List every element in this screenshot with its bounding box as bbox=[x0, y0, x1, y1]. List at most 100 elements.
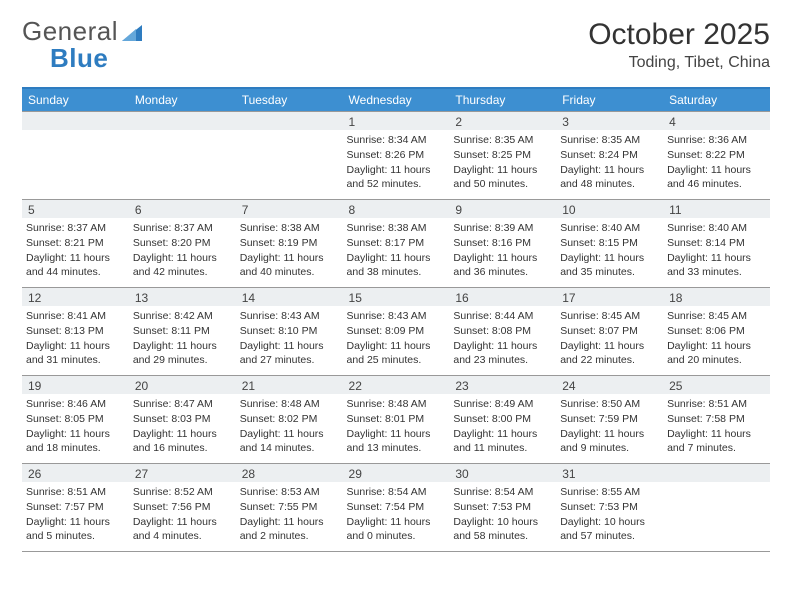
sunrise-line: Sunrise: 8:38 AM bbox=[240, 221, 339, 235]
daylight-line: Daylight: 11 hours and 48 minutes. bbox=[560, 163, 659, 191]
daylight-line: Daylight: 11 hours and 16 minutes. bbox=[133, 427, 232, 455]
sunrise-line: Sunrise: 8:40 AM bbox=[667, 221, 766, 235]
calendar-cell: 15Sunrise: 8:43 AMSunset: 8:09 PMDayligh… bbox=[343, 287, 450, 375]
sunrise-line: Sunrise: 8:36 AM bbox=[667, 133, 766, 147]
calendar-cell: 4Sunrise: 8:36 AMSunset: 8:22 PMDaylight… bbox=[663, 111, 770, 199]
sunset-line: Sunset: 8:08 PM bbox=[453, 324, 552, 338]
calendar-cell: 18Sunrise: 8:45 AMSunset: 8:06 PMDayligh… bbox=[663, 287, 770, 375]
day-number: 28 bbox=[236, 464, 343, 482]
calendar-cell: 7 Sunrise: 8:38 AMSunset: 8:19 PMDaylight… bbox=[236, 199, 343, 287]
day-number: 22 bbox=[343, 376, 450, 394]
daylight-line: Daylight: 11 hours and 52 minutes. bbox=[347, 163, 446, 191]
calendar-cell: 3 Sunrise: 8:35 AMSunset: 8:24 PMDaylight… bbox=[556, 111, 663, 199]
calendar-cell: 24Sunrise: 8:50 AMSunset: 7:59 PMDayligh… bbox=[556, 375, 663, 463]
calendar-cell: 19Sunrise: 8:46 AMSunset: 8:05 PMDayligh… bbox=[22, 375, 129, 463]
sunset-line: Sunset: 8:21 PM bbox=[26, 236, 125, 250]
sunrise-line: Sunrise: 8:48 AM bbox=[240, 397, 339, 411]
sunrise-line: Sunrise: 8:55 AM bbox=[560, 485, 659, 499]
day-number: 1 bbox=[343, 112, 450, 130]
calendar-cell: 21Sunrise: 8:48 AMSunset: 8:02 PMDayligh… bbox=[236, 375, 343, 463]
day-number: 21 bbox=[236, 376, 343, 394]
sunset-line: Sunset: 7:55 PM bbox=[240, 500, 339, 514]
calendar-cell: 17Sunrise: 8:45 AMSunset: 8:07 PMDayligh… bbox=[556, 287, 663, 375]
header: GeneralBlue October 2025 Toding, Tibet, … bbox=[22, 18, 770, 73]
day-details: Sunrise: 8:51 AMSunset: 7:58 PMDaylight:… bbox=[663, 394, 770, 461]
sunset-line: Sunset: 8:22 PM bbox=[667, 148, 766, 162]
sunset-line: Sunset: 8:19 PM bbox=[240, 236, 339, 250]
calendar-cell bbox=[22, 111, 129, 199]
sunset-line: Sunset: 8:24 PM bbox=[560, 148, 659, 162]
day-number: 2 bbox=[449, 112, 556, 130]
sunset-line: Sunset: 8:05 PM bbox=[26, 412, 125, 426]
daylight-line: Daylight: 10 hours and 57 minutes. bbox=[560, 515, 659, 543]
sunrise-line: Sunrise: 8:48 AM bbox=[347, 397, 446, 411]
sunrise-line: Sunrise: 8:52 AM bbox=[133, 485, 232, 499]
day-number: 13 bbox=[129, 288, 236, 306]
day-details: Sunrise: 8:40 AMSunset: 8:15 PMDaylight:… bbox=[556, 218, 663, 285]
sunset-line: Sunset: 8:02 PM bbox=[240, 412, 339, 426]
calendar-cell: 16Sunrise: 8:44 AMSunset: 8:08 PMDayligh… bbox=[449, 287, 556, 375]
calendar-cell: 28Sunrise: 8:53 AMSunset: 7:55 PMDayligh… bbox=[236, 463, 343, 551]
calendar-cell: 9Sunrise: 8:39 AMSunset: 8:16 PMDaylight… bbox=[449, 199, 556, 287]
day-number: 27 bbox=[129, 464, 236, 482]
day-details: Sunrise: 8:36 AMSunset: 8:22 PMDaylight:… bbox=[663, 130, 770, 197]
calendar-week-row: 5Sunrise: 8:37 AMSunset: 8:21 PMDaylight… bbox=[22, 199, 770, 287]
daylight-line: Daylight: 11 hours and 20 minutes. bbox=[667, 339, 766, 367]
day-number: 25 bbox=[663, 376, 770, 394]
sunrise-line: Sunrise: 8:37 AM bbox=[26, 221, 125, 235]
daylight-line: Daylight: 11 hours and 50 minutes. bbox=[453, 163, 552, 191]
day-details: Sunrise: 8:55 AMSunset: 7:53 PMDaylight:… bbox=[556, 482, 663, 549]
weekday-header: Saturday bbox=[663, 88, 770, 112]
daylight-line: Daylight: 11 hours and 25 minutes. bbox=[347, 339, 446, 367]
daylight-line: Daylight: 11 hours and 11 minutes. bbox=[453, 427, 552, 455]
calendar-cell: 31Sunrise: 8:55 AMSunset: 7:53 PMDayligh… bbox=[556, 463, 663, 551]
sunrise-line: Sunrise: 8:45 AM bbox=[560, 309, 659, 323]
day-details: Sunrise: 8:54 AMSunset: 7:54 PMDaylight:… bbox=[343, 482, 450, 549]
day-number: 6 bbox=[129, 200, 236, 218]
daylight-line: Daylight: 11 hours and 27 minutes. bbox=[240, 339, 339, 367]
day-number: 16 bbox=[449, 288, 556, 306]
title-block: October 2025 Toding, Tibet, China bbox=[588, 18, 770, 72]
day-details: Sunrise: 8:41 AMSunset: 8:13 PMDaylight:… bbox=[22, 306, 129, 373]
day-details: Sunrise: 8:45 AMSunset: 8:06 PMDaylight:… bbox=[663, 306, 770, 373]
daylight-line: Daylight: 11 hours and 31 minutes. bbox=[26, 339, 125, 367]
calendar-cell: 5Sunrise: 8:37 AMSunset: 8:21 PMDaylight… bbox=[22, 199, 129, 287]
weekday-header: Wednesday bbox=[343, 88, 450, 112]
month-title: October 2025 bbox=[588, 18, 770, 52]
sunset-line: Sunset: 8:25 PM bbox=[453, 148, 552, 162]
daylight-line: Daylight: 11 hours and 7 minutes. bbox=[667, 427, 766, 455]
day-number: 3 bbox=[556, 112, 663, 130]
day-details: Sunrise: 8:34 AMSunset: 8:26 PMDaylight:… bbox=[343, 130, 450, 197]
day-details: Sunrise: 8:54 AMSunset: 7:53 PMDaylight:… bbox=[449, 482, 556, 549]
sunset-line: Sunset: 8:17 PM bbox=[347, 236, 446, 250]
daylight-line: Daylight: 11 hours and 5 minutes. bbox=[26, 515, 125, 543]
calendar-cell: 20Sunrise: 8:47 AMSunset: 8:03 PMDayligh… bbox=[129, 375, 236, 463]
daylight-line: Daylight: 11 hours and 2 minutes. bbox=[240, 515, 339, 543]
daylight-line: Daylight: 11 hours and 22 minutes. bbox=[560, 339, 659, 367]
daylight-line: Daylight: 11 hours and 35 minutes. bbox=[560, 251, 659, 279]
daylight-line: Daylight: 10 hours and 58 minutes. bbox=[453, 515, 552, 543]
location: Toding, Tibet, China bbox=[588, 54, 770, 72]
day-number: 24 bbox=[556, 376, 663, 394]
day-number: 14 bbox=[236, 288, 343, 306]
daylight-line: Daylight: 11 hours and 42 minutes. bbox=[133, 251, 232, 279]
calendar-week-row: 12Sunrise: 8:41 AMSunset: 8:13 PMDayligh… bbox=[22, 287, 770, 375]
sunrise-line: Sunrise: 8:35 AM bbox=[560, 133, 659, 147]
weekday-header: Sunday bbox=[22, 88, 129, 112]
calendar-cell: 6Sunrise: 8:37 AMSunset: 8:20 PMDaylight… bbox=[129, 199, 236, 287]
calendar-cell: 2Sunrise: 8:35 AMSunset: 8:25 PMDaylight… bbox=[449, 111, 556, 199]
day-number: 18 bbox=[663, 288, 770, 306]
day-number-empty bbox=[663, 464, 770, 482]
calendar-table: Sunday Monday Tuesday Wednesday Thursday… bbox=[22, 87, 770, 552]
sunrise-line: Sunrise: 8:46 AM bbox=[26, 397, 125, 411]
calendar-cell: 26Sunrise: 8:51 AMSunset: 7:57 PMDayligh… bbox=[22, 463, 129, 551]
sunset-line: Sunset: 8:01 PM bbox=[347, 412, 446, 426]
sunset-line: Sunset: 8:10 PM bbox=[240, 324, 339, 338]
daylight-line: Daylight: 11 hours and 40 minutes. bbox=[240, 251, 339, 279]
sunrise-line: Sunrise: 8:42 AM bbox=[133, 309, 232, 323]
sunrise-line: Sunrise: 8:51 AM bbox=[26, 485, 125, 499]
calendar-cell: 29Sunrise: 8:54 AMSunset: 7:54 PMDayligh… bbox=[343, 463, 450, 551]
calendar-week-row: 26Sunrise: 8:51 AMSunset: 7:57 PMDayligh… bbox=[22, 463, 770, 551]
sunrise-line: Sunrise: 8:34 AM bbox=[347, 133, 446, 147]
day-number: 7 bbox=[236, 200, 343, 218]
